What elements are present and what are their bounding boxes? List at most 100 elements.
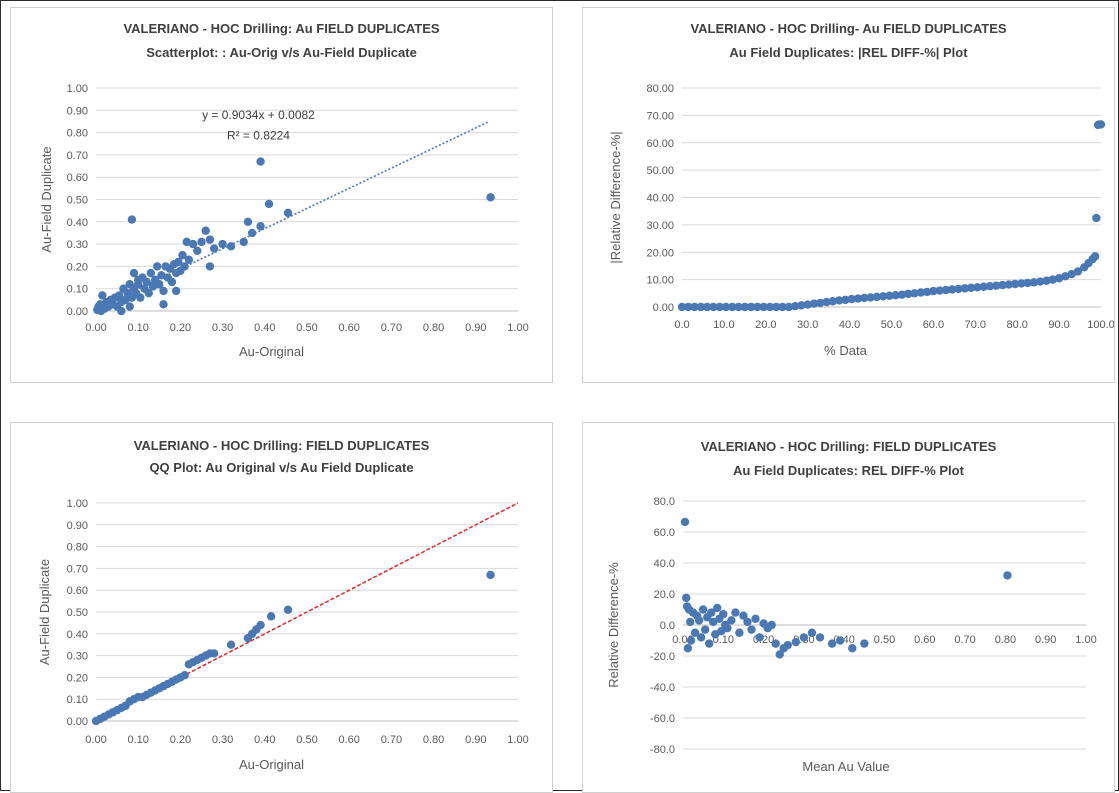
data-point (159, 300, 168, 309)
x-tick-label: 0.0 (674, 319, 689, 331)
data-point (171, 286, 181, 296)
data-point (205, 262, 215, 271)
data-point (746, 302, 756, 312)
data-point (117, 306, 126, 316)
data-point (700, 625, 710, 634)
data-point (751, 614, 760, 623)
data-point (816, 298, 825, 308)
y-tick-label: 30.00 (646, 220, 674, 232)
x-axis-title: % Data (824, 343, 867, 358)
data-point (740, 302, 750, 312)
x-tick-label: 0.50 (296, 734, 317, 746)
scatterplot-chart: VALERIANO - HOC Drilling: Au FIELD DUPLI… (39, 21, 529, 359)
data-point (152, 262, 162, 271)
data-point (256, 222, 265, 231)
data-point (256, 157, 265, 166)
data-point (243, 217, 253, 226)
data-point (146, 268, 156, 278)
y-tick-label: 40.00 (646, 193, 674, 205)
data-point (686, 617, 695, 627)
x-axis-title: Au-Original (239, 344, 304, 359)
data-point (916, 288, 926, 297)
data-point (226, 640, 236, 649)
data-point (784, 302, 794, 312)
data-point (904, 289, 913, 299)
data-point (683, 644, 693, 653)
data-point (209, 649, 219, 658)
x-tick-label: 0.40 (254, 322, 275, 334)
data-point (723, 623, 732, 633)
x-tick-label: 50.0 (881, 319, 902, 331)
data-point (682, 593, 691, 603)
data-point (827, 639, 837, 648)
x-tick-label: 70.0 (965, 319, 986, 331)
y-tick-label: 0.80 (67, 128, 88, 140)
data-point (266, 612, 276, 621)
data-point (1023, 278, 1032, 288)
data-point (998, 280, 1007, 290)
y-tick-label: -20.0 (650, 651, 675, 663)
y-tick-label: 0.20 (67, 261, 88, 273)
data-point (184, 255, 194, 264)
data-point (180, 262, 189, 271)
x-tick-label: 80.0 (1006, 319, 1027, 331)
data-point (218, 239, 227, 249)
data-point (1096, 120, 1106, 129)
data-point (197, 237, 206, 247)
data-point (98, 291, 107, 300)
x-tick-label: 0.60 (338, 734, 359, 746)
data-point (848, 644, 857, 653)
chart-title: VALERIANO - HOC Drilling- Au FIELD DUPLI… (690, 21, 1006, 36)
chart-subtitle: Au Field Duplicates: |REL DIFF-%| Plot (729, 45, 968, 60)
x-tick-label: 100.0 (1087, 319, 1114, 331)
trendline-equation: y = 0.9034x + 0.0082 (202, 108, 315, 122)
data-point (727, 616, 736, 625)
data-point (702, 302, 712, 312)
data-point (775, 650, 784, 659)
data-point (809, 299, 819, 308)
data-point (283, 605, 293, 615)
data-point (960, 284, 970, 293)
data-point (142, 277, 151, 287)
x-tick-label: 1.00 (1075, 634, 1096, 646)
y-tick-label: 0.40 (67, 217, 88, 229)
data-point (739, 611, 748, 620)
data-point (941, 285, 951, 295)
y-tick-label: 0.60 (67, 172, 88, 184)
y-tick-label: 0.90 (67, 105, 88, 117)
y-tick-label: 0.00 (653, 302, 674, 314)
x-tick-label: 1.00 (507, 322, 528, 334)
x-tick-label: 0.80 (995, 634, 1016, 646)
data-point (690, 302, 699, 312)
trendline-r2: R² = 0.8224 (227, 128, 290, 142)
x-tick-label: 0.30 (212, 322, 233, 334)
y-tick-label: 0.80 (67, 542, 88, 554)
y-tick-label: 0.30 (67, 239, 88, 251)
y-tick-label: 1.00 (67, 498, 88, 510)
data-point (686, 636, 696, 645)
x-tick-label: 30.0 (797, 319, 818, 331)
data-point (1004, 280, 1014, 289)
y-tick-label: 0.20 (67, 672, 88, 684)
data-point (765, 302, 775, 312)
data-point (783, 640, 792, 650)
qq-plot-chart: VALERIANO - HOC Drilling: FIELD DUPLICAT… (37, 438, 529, 772)
data-point (731, 608, 740, 617)
y-tick-label: 1.00 (67, 83, 88, 95)
data-point (755, 633, 764, 642)
y-tick-label: 0.70 (67, 563, 88, 575)
x-tick-label: 0.70 (381, 322, 402, 334)
x-axis-title: Au-Original (239, 757, 304, 772)
x-tick-label: 0.00 (85, 322, 106, 334)
x-tick-label: 1.00 (507, 734, 528, 746)
data-point (677, 302, 687, 312)
abs-rel-diff-chart: VALERIANO - HOC Drilling- Au FIELD DUPLI… (608, 21, 1114, 358)
x-tick-label: 0.70 (954, 634, 975, 646)
data-point (182, 237, 191, 247)
y-tick-label: 20.00 (646, 247, 674, 259)
data-point (698, 605, 708, 614)
data-point (125, 302, 134, 311)
x-tick-label: 0.90 (465, 734, 486, 746)
data-point (803, 300, 812, 309)
data-point (728, 302, 737, 312)
